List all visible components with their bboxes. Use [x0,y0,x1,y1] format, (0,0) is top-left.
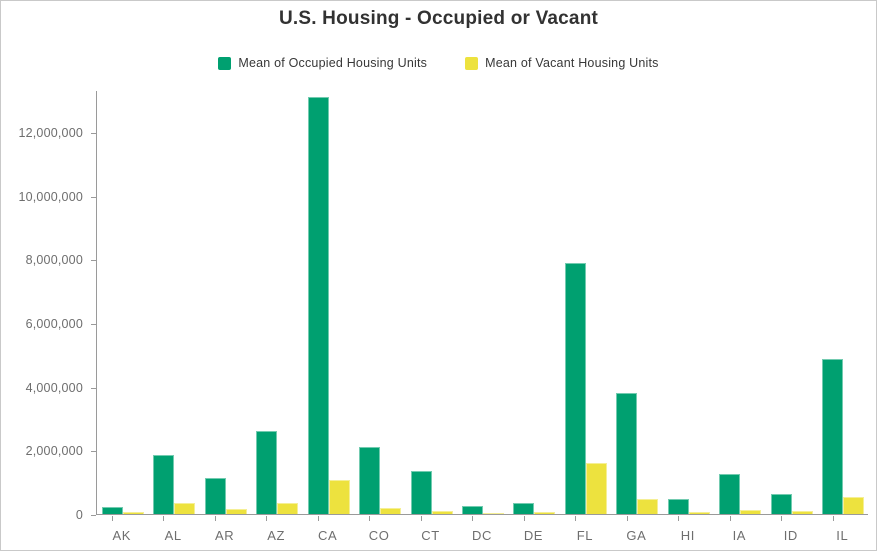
bar-vacant-CO [380,508,402,514]
bar-occupied-HI [667,499,689,514]
x-axis-tick [626,516,628,521]
legend-item-occupied: Mean of Occupied Housing Units [218,56,427,70]
bar-vacant-IA [740,510,762,514]
y-axis-tick [91,451,96,453]
bar-occupied-FL [564,263,586,514]
y-axis-tick [91,260,96,262]
bar-vacant-AL [174,503,196,514]
bar-vacant-DC [483,513,504,514]
bar-vacant-GA [637,499,659,514]
bar-occupied-DE [513,503,535,514]
bar-occupied-IA [719,474,741,514]
x-axis-label-AZ: AZ [267,528,286,543]
x-axis-tick [317,516,319,521]
y-axis-label: 6,000,000 [25,317,83,331]
y-axis-label: 10,000,000 [18,189,83,204]
bar-occupied-ID [770,494,792,514]
x-axis-label-GA: GA [626,528,647,543]
bar-occupied-DC [462,506,483,514]
x-axis-tick [420,516,422,521]
y-axis-label: 0 [75,508,83,522]
bar-occupied-CO [359,447,381,514]
legend-item-vacant: Mean of Vacant Housing Units [465,56,659,70]
legend-label-occupied: Mean of Occupied Housing Units [238,56,428,70]
x-axis-tick [781,516,783,521]
bar-vacant-CT [431,511,453,514]
x-axis-tick [575,516,577,521]
x-axis-label-FL: FL [576,528,594,543]
x-axis-label-IL: IL [836,528,849,543]
bar-vacant-ID [791,511,813,514]
chart-title: U.S. Housing - Occupied or Vacant [278,8,599,29]
x-axis-label-DC: DC [472,528,492,543]
x-axis-tick [266,516,268,521]
plot-area [96,91,868,515]
x-axis-label-AL: AL [164,528,182,543]
legend-swatch-vacant-icon [465,56,479,70]
bar-occupied-GA [616,393,638,514]
bar-occupied-AR [204,478,226,514]
bar-vacant-DE [534,512,556,514]
x-axis-label-HI: HI [680,528,695,543]
bar-vacant-CA [328,480,350,514]
x-axis-tick [832,516,834,521]
bar-vacant-AZ [277,503,299,514]
x-axis-label-IA: IA [732,528,747,543]
bar-occupied-AK [101,507,123,514]
x-axis-label-CO: CO [368,528,390,543]
x-axis-tick [112,516,113,521]
y-axis-tick [91,387,96,389]
x-axis-tick [163,516,165,521]
x-axis-label-AK: AK [112,528,131,543]
x-axis-label-CA: CA [317,528,338,543]
legend-swatch-occupied-icon [218,56,232,70]
legend-label-vacant: Mean of Vacant Housing Units [485,56,659,70]
y-axis-tick [91,324,96,325]
y-axis-tick [91,196,96,198]
y-axis-label: 2,000,000 [25,444,83,459]
x-axis-tick [472,516,474,521]
bar-vacant-FL [585,463,607,514]
chart-legend: Mean of Occupied Housing Units Mean of V… [1,56,876,70]
bar-vacant-IL [843,497,865,514]
x-axis-tick [678,516,680,521]
y-axis-label: 4,000,000 [25,380,83,395]
y-axis-tick [91,133,96,135]
bar-occupied-CT [410,471,432,514]
x-axis-label-DE: DE [523,528,544,543]
bar-occupied-IL [822,359,844,514]
x-axis-label-ID: ID [783,528,798,543]
bar-vacant-HI [688,512,710,514]
y-axis-label: 8,000,000 [25,253,83,268]
bar-vacant-AR [225,509,247,514]
x-axis-tick [369,516,371,521]
bar-occupied-AL [153,455,175,514]
x-axis-label-CT: CT [421,528,440,543]
x-axis-label-AR: AR [215,528,235,543]
y-axis-label: 12,000,000 [18,126,83,141]
x-axis-tick [214,516,216,521]
bar-occupied-AZ [256,431,278,514]
y-axis-tick [91,515,96,516]
bar-occupied-CA [307,97,329,514]
x-axis-tick [729,516,731,521]
x-axis-tick [523,516,525,521]
bar-vacant-AK [122,512,144,514]
